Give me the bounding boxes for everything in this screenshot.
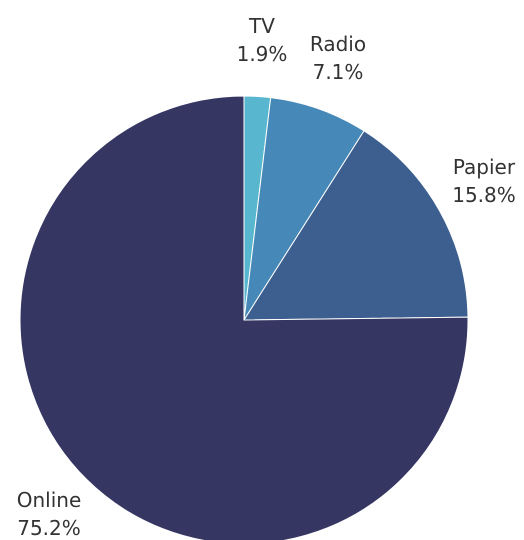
- label-tv-value: 1.9%: [236, 42, 288, 66]
- label-radio-name: Radio: [309, 32, 367, 56]
- label-papier-name: Papier: [452, 155, 516, 179]
- pie-slice-online: [19, 95, 469, 540]
- label-tv: TV 1.9%: [226, 12, 298, 68]
- pie-slice-papier: [243, 130, 469, 321]
- pie-slice-radio: [243, 97, 365, 321]
- label-papier: Papier 15.8%: [446, 153, 522, 209]
- label-radio: Radio 7.1%: [298, 30, 378, 86]
- label-online: Online 75.2%: [6, 486, 92, 540]
- label-papier-value: 15.8%: [452, 183, 516, 207]
- label-radio-value: 7.1%: [312, 60, 364, 84]
- label-tv-name: TV: [249, 14, 275, 38]
- label-online-value: 75.2%: [17, 516, 81, 540]
- label-online-name: Online: [16, 488, 82, 512]
